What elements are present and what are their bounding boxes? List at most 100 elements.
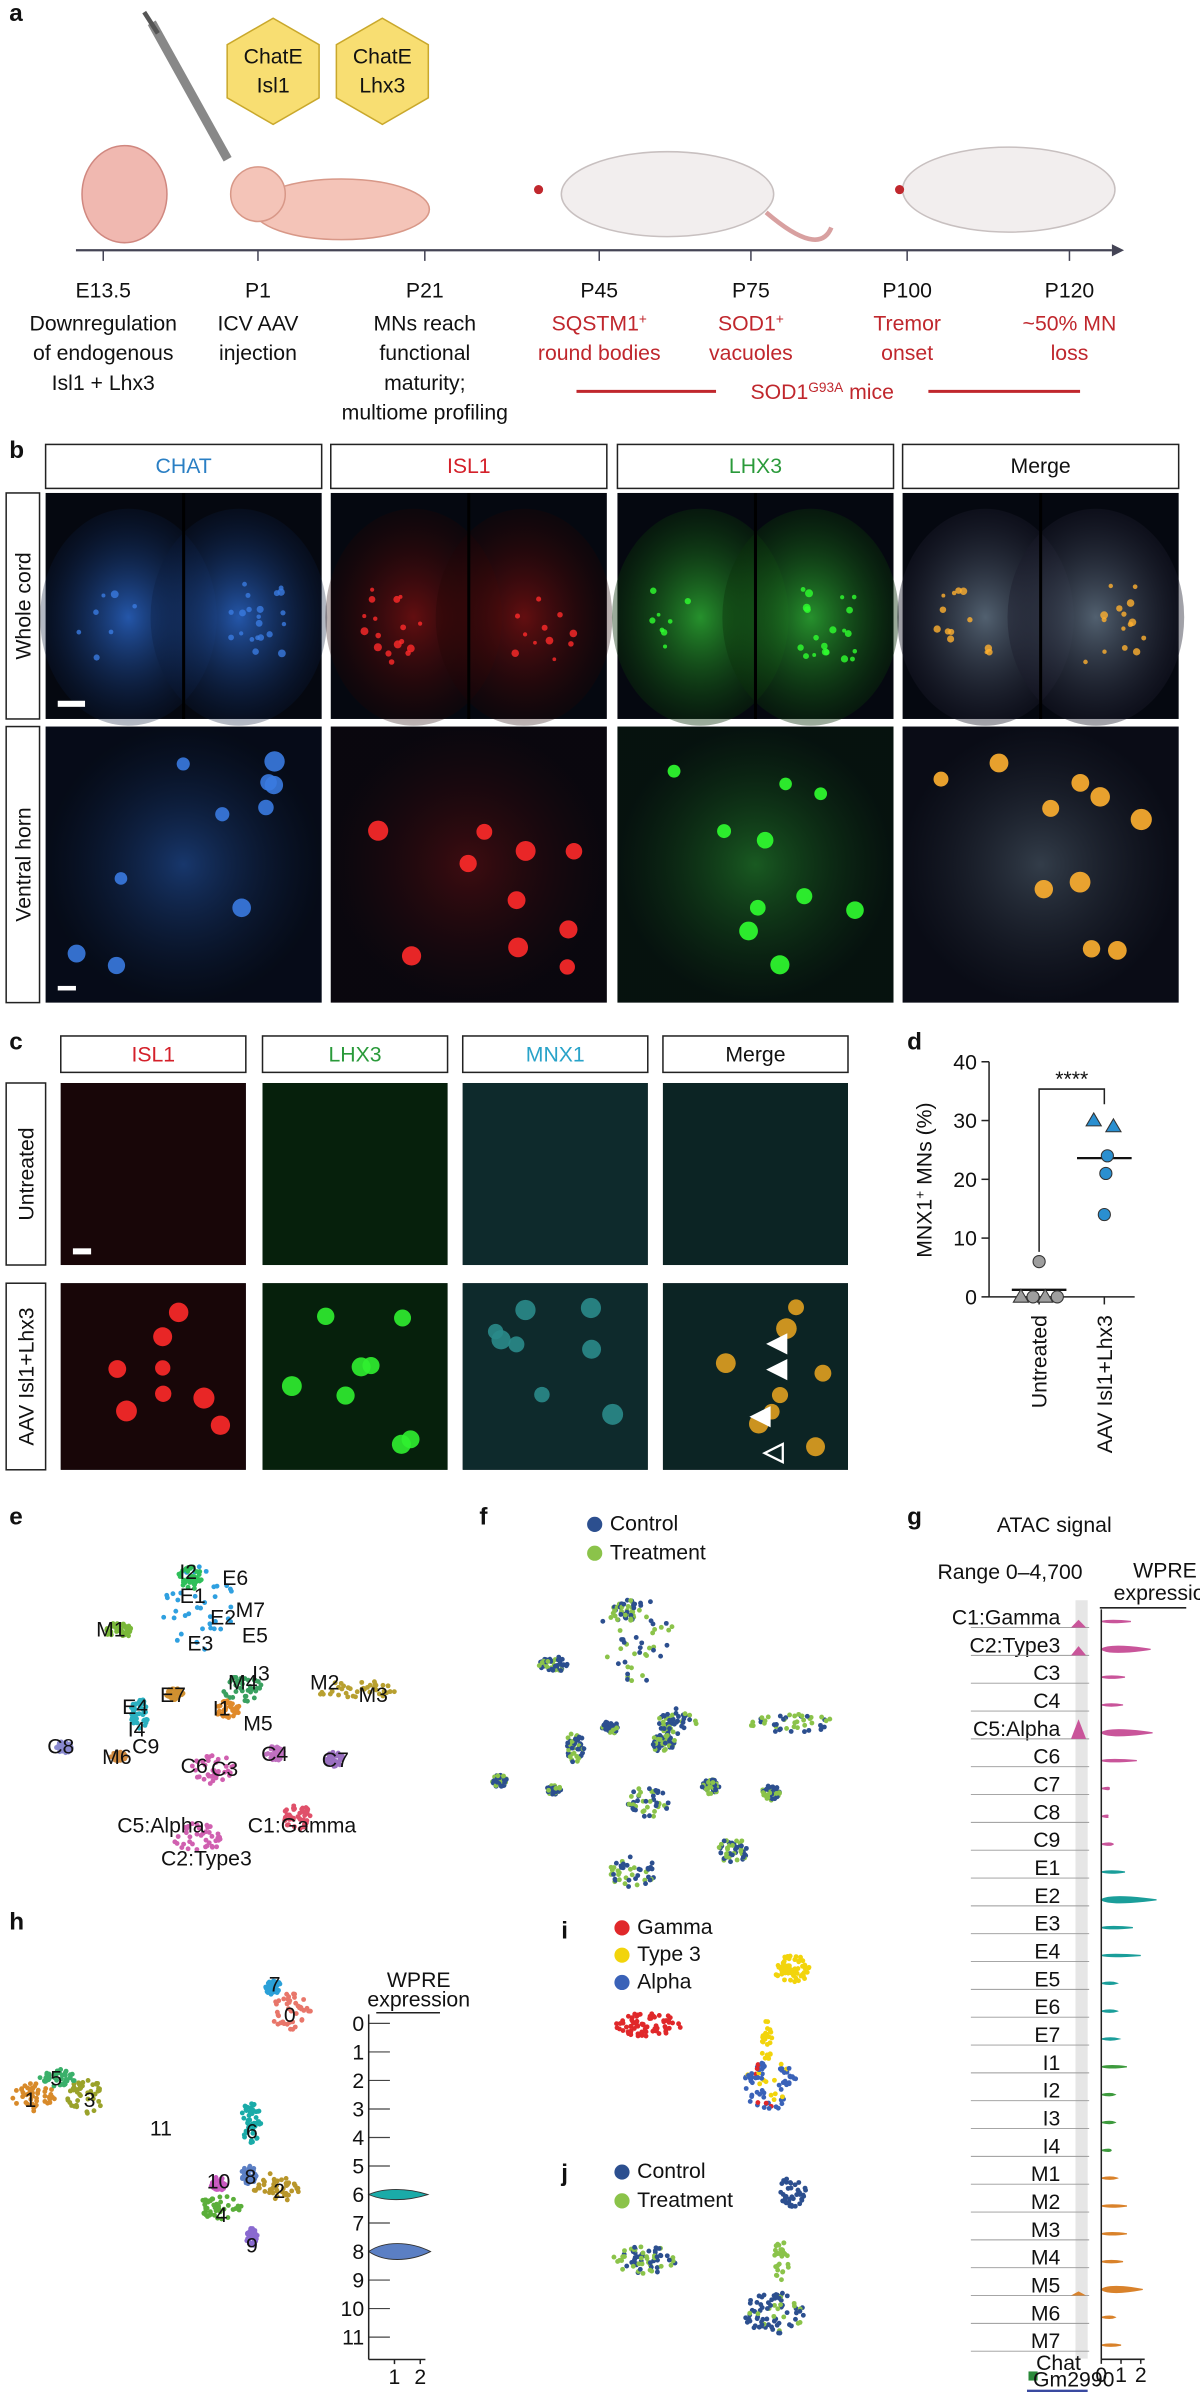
- cell-dot: [213, 2174, 219, 2180]
- cell-dot: [37, 2075, 43, 2081]
- cell-dot: [164, 1592, 170, 1598]
- cell: [1130, 808, 1152, 831]
- cell-dot: [265, 1751, 271, 1756]
- cell-dot: [721, 1838, 727, 1844]
- cell-dot: [637, 2011, 643, 2017]
- cell: [715, 1353, 736, 1374]
- cell-dot: [220, 1711, 226, 1717]
- cell-dot: [250, 2107, 256, 2113]
- cell-dot: [561, 1662, 567, 1668]
- cell-dot: [663, 1620, 669, 1626]
- cell-dot: [564, 1661, 570, 1667]
- cell-dot: [206, 1830, 212, 1835]
- cell: [1121, 611, 1127, 617]
- cell-dot: [385, 1683, 391, 1689]
- time-point: E13.5: [76, 279, 131, 302]
- cell: [67, 944, 86, 963]
- cell-dot: [269, 2186, 275, 2191]
- cluster-label: E6: [222, 1567, 248, 1590]
- cell-dot: [332, 1680, 338, 1686]
- cell-dot: [617, 2021, 623, 2026]
- cell-dot: [796, 1978, 801, 1984]
- cell-dot: [192, 1593, 198, 1599]
- cell: [1101, 617, 1107, 623]
- cell-dot: [764, 2031, 770, 2037]
- cell: [116, 1400, 137, 1422]
- cell-dot: [615, 2259, 621, 2264]
- cell-dot: [768, 2029, 773, 2035]
- cell-dot: [664, 1806, 670, 1811]
- event-text: SQSTM1+: [552, 311, 647, 336]
- violin: [1101, 1786, 1110, 1791]
- cell-dot: [819, 1714, 825, 1720]
- text-part: mice: [843, 381, 894, 404]
- cell-dot: [291, 1805, 296, 1811]
- cell-dot: [292, 2024, 298, 2030]
- cell-dot: [279, 2189, 285, 2195]
- cell-dot: [194, 1569, 199, 1574]
- cell: [797, 644, 804, 651]
- cell-dot: [729, 1852, 735, 1858]
- row-label: M6: [1031, 2302, 1060, 2325]
- row-label: 0: [352, 2013, 364, 2036]
- cell-dot: [376, 1691, 382, 1697]
- cell: [373, 643, 382, 652]
- cell-dot: [208, 2211, 214, 2217]
- cell-dot: [687, 1712, 693, 1718]
- cell: [336, 1386, 355, 1405]
- data-point: [1012, 1288, 1030, 1303]
- cell-dot: [133, 1711, 138, 1717]
- cell-dot: [677, 2025, 683, 2030]
- cell-dot: [51, 2096, 57, 2102]
- cell-dot: [617, 1628, 623, 1633]
- cell-dot: [225, 1616, 231, 1622]
- cell-dot: [787, 2073, 793, 2079]
- violin: [1101, 2009, 1119, 2013]
- cell: [394, 1309, 412, 1327]
- cell-dot: [788, 1729, 794, 1734]
- cell-dot: [804, 1969, 810, 1975]
- cell-dot: [649, 1860, 655, 1866]
- cell-dot: [209, 1844, 215, 1850]
- cell-dot: [668, 2262, 674, 2268]
- cell-dot: [174, 1841, 180, 1846]
- cell-dot: [250, 2130, 256, 2136]
- cell-dot: [10, 2095, 16, 2101]
- column-header: MNX1: [526, 1044, 585, 1067]
- cell: [101, 593, 106, 598]
- cell-dot: [796, 2180, 802, 2185]
- cell-dot: [282, 1815, 288, 1821]
- cell-dot: [96, 2085, 101, 2091]
- cell-dot: [643, 1881, 648, 1887]
- violin: [1101, 2232, 1128, 2236]
- cell-dot: [787, 2180, 793, 2185]
- cell-dot: [191, 1574, 197, 1580]
- cell: [602, 1403, 624, 1425]
- atac-highlight: [1075, 1600, 1088, 2359]
- cell-dot: [189, 1821, 195, 1827]
- legend-swatch: [614, 2164, 630, 2180]
- cell-dot: [182, 1580, 188, 1586]
- column-header: ISL1: [447, 455, 491, 478]
- cell-dot: [773, 2104, 779, 2110]
- cell-dot: [638, 1603, 644, 1608]
- cell-dot: [329, 1688, 335, 1694]
- cell: [545, 636, 554, 645]
- cell: [264, 775, 284, 795]
- column-header-box: [616, 443, 895, 490]
- violin: [1101, 1842, 1115, 1846]
- cell: [507, 891, 526, 910]
- cell: [242, 581, 247, 587]
- cell-dot: [242, 2134, 247, 2140]
- row-label: I1: [1043, 2052, 1061, 2075]
- cell-dot: [161, 1614, 167, 1620]
- cell-dot: [622, 2248, 627, 2254]
- cluster-label: M2: [310, 1672, 339, 1695]
- row-label: E7: [1034, 2024, 1060, 2047]
- cell-dot: [786, 1963, 792, 1969]
- cell-dot: [192, 1582, 198, 1588]
- cell-dot: [230, 2207, 236, 2212]
- cell-dot: [90, 2096, 96, 2102]
- cell-dot: [28, 2096, 34, 2102]
